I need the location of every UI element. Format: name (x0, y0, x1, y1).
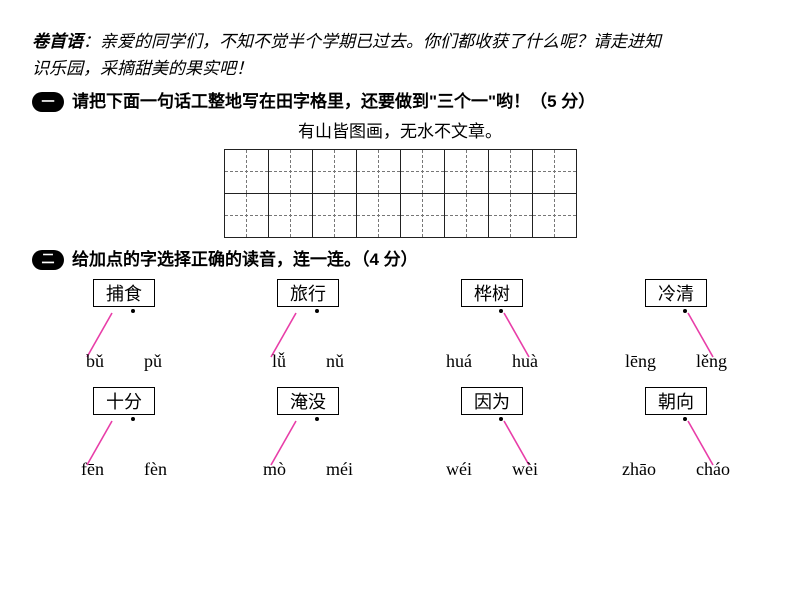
q2-title: 给加点的字选择正确的读音，连一连。（4 分） (72, 246, 418, 273)
char-dotted: 行 (308, 283, 326, 306)
pinyin-option-right: pǔ (144, 347, 162, 376)
pinyin-option-right: huà (512, 347, 538, 376)
char-plain: 旅 (290, 284, 308, 304)
tianzige-cell (224, 193, 268, 237)
pinyin-option-left: lēng (625, 347, 656, 376)
char-dotted: 清 (676, 283, 694, 306)
word-col: 因为 (407, 387, 577, 415)
tianzige-cell (400, 149, 444, 193)
pinyin-option-left: fēn (81, 455, 104, 484)
pinyin-option-left: mò (263, 455, 286, 484)
char-dotted: 食 (124, 283, 142, 306)
q2-body: 捕食 旅行 桦树 冷清 bǔ pǔ lǚ nǔ huá huà lēng lěng 十分 淹没 因为 朝向 fē… (32, 279, 768, 495)
tianzige-cell (532, 149, 576, 193)
pinyin-option-right: wèi (512, 455, 538, 484)
pinyin-row: fēn fèn mò méi wéi wèi zhāo cháo (32, 455, 768, 484)
word-box: 十分 (93, 387, 155, 415)
word-col: 冷清 (591, 279, 761, 307)
q2-row-group: 捕食 旅行 桦树 冷清 bǔ pǔ lǚ nǔ huá huà lēng lěng (32, 279, 768, 387)
q1-title: 请把下面一句话工整地写在田字格里，还要做到"三个一"哟！（5 分） (72, 88, 595, 115)
char-plain: 朝 (658, 392, 676, 412)
word-col: 旅行 (223, 279, 393, 307)
pinyin-col: bǔ pǔ (39, 347, 209, 376)
tianzige-cell (312, 193, 356, 237)
preamble-line2: 识乐园，采摘甜美的果实吧！ (32, 59, 253, 78)
q2-row-group: 十分 淹没 因为 朝向 fēn fèn mò méi wéi wèi zhāo cháo (32, 387, 768, 495)
pinyin-col: zhāo cháo (591, 455, 761, 484)
pinyin-option-right: lěng (696, 347, 727, 376)
q1-badge: 一 (32, 92, 64, 112)
word-col: 捕食 (39, 279, 209, 307)
char-dotted: 为 (492, 391, 510, 414)
pinyin-col: huá huà (407, 347, 577, 376)
word-box: 淹没 (277, 387, 339, 415)
word-box: 因为 (461, 387, 523, 415)
tianzige-cell (488, 193, 532, 237)
pinyin-option-right: méi (326, 455, 353, 484)
char-dotted: 没 (308, 391, 326, 414)
word-box: 旅行 (277, 279, 339, 307)
char-dotted: 分 (124, 391, 142, 414)
word-row: 十分 淹没 因为 朝向 (32, 387, 768, 415)
q2-header: 二 给加点的字选择正确的读音，连一连。（4 分） (32, 246, 768, 273)
tianzige-cell (224, 149, 268, 193)
word-col: 十分 (39, 387, 209, 415)
tianzige-cell (312, 149, 356, 193)
pinyin-col: mò méi (223, 455, 393, 484)
char-dotted: 向 (676, 391, 694, 414)
pinyin-option-left: huá (446, 347, 472, 376)
pinyin-option-right: fèn (144, 455, 167, 484)
preamble-label: 卷首语 (32, 32, 83, 51)
tianzige-cell (400, 193, 444, 237)
tianzige-cell (444, 193, 488, 237)
pinyin-option-right: nǔ (326, 347, 344, 376)
char-plain: 因 (474, 392, 492, 412)
char-plain: 捕 (106, 284, 124, 304)
char-dotted: 树 (492, 283, 510, 306)
char-plain: 十 (106, 392, 124, 412)
pinyin-col: wéi wèi (407, 455, 577, 484)
tianzige-grid (224, 149, 577, 238)
tianzige-cell (356, 149, 400, 193)
preamble-line1: ：亲爱的同学们，不知不觉半个学期已过去。你们都收获了什么呢？请走进知 (83, 32, 661, 51)
pinyin-option-left: bǔ (86, 347, 104, 376)
char-plain: 冷 (658, 284, 676, 304)
word-col: 桦树 (407, 279, 577, 307)
tianzige-cell (268, 149, 312, 193)
word-box: 朝向 (645, 387, 707, 415)
pinyin-option-left: wéi (446, 455, 472, 484)
word-col: 朝向 (591, 387, 761, 415)
pinyin-option-left: zhāo (622, 455, 656, 484)
q1-sentence: 有山皆图画，无水不文章。 (32, 118, 768, 145)
preamble: 卷首语：亲爱的同学们，不知不觉半个学期已过去。你们都收获了什么呢？请走进知 识乐… (32, 28, 768, 82)
q2-badge: 二 (32, 250, 64, 270)
char-plain: 桦 (474, 284, 492, 304)
char-plain: 淹 (290, 392, 308, 412)
pinyin-col: fēn fèn (39, 455, 209, 484)
q1-header: 一 请把下面一句话工整地写在田字格里，还要做到"三个一"哟！（5 分） (32, 88, 768, 115)
word-box: 桦树 (461, 279, 523, 307)
word-box: 冷清 (645, 279, 707, 307)
tianzige-cell (488, 149, 532, 193)
pinyin-row: bǔ pǔ lǚ nǔ huá huà lēng lěng (32, 347, 768, 376)
tianzige-wrap (32, 149, 768, 238)
tianzige-cell (444, 149, 488, 193)
pinyin-col: lǚ nǔ (223, 347, 393, 376)
word-box: 捕食 (93, 279, 155, 307)
tianzige-cell (268, 193, 312, 237)
tianzige-cell (532, 193, 576, 237)
pinyin-option-right: cháo (696, 455, 730, 484)
pinyin-col: lēng lěng (591, 347, 761, 376)
word-col: 淹没 (223, 387, 393, 415)
tianzige-cell (356, 193, 400, 237)
word-row: 捕食 旅行 桦树 冷清 (32, 279, 768, 307)
pinyin-option-left: lǚ (272, 347, 286, 376)
